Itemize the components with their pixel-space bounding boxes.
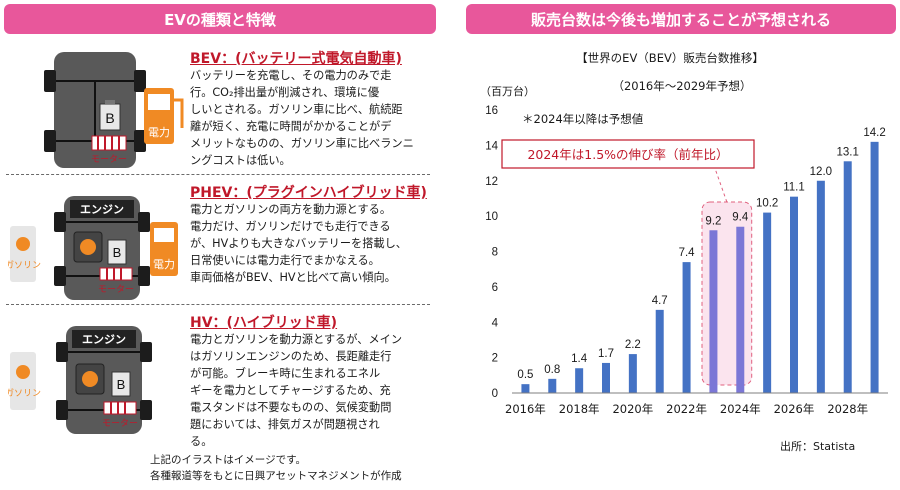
left-banner: EVの種類と特徴 [4,4,436,34]
battery-label: B [105,110,114,126]
y-tick-label: 6 [492,282,498,294]
bar-value-label: 1.7 [598,348,614,360]
bar [548,378,557,393]
bar-value-label: 11.1 [783,182,805,194]
y-axis-label: （百万台） [480,84,535,98]
engine-label-icon: エンジン [70,200,134,218]
y-tick-label: 14 [485,140,498,152]
engine-label: エンジン [80,203,124,216]
engine-label-icon: エンジン [72,330,136,348]
phev-illustration: ガソリン エンジン B モーター [8,196,178,300]
bar [790,196,798,393]
motor-label: モーター [91,154,127,165]
svg-text:エンジン: エンジン [82,333,126,346]
bev-car-icon [44,52,146,168]
bar [843,161,852,393]
bar [816,180,825,393]
forecast-note: ＊2024年以降は予想値 [522,112,644,126]
footnote-source: 各種報道等をもとに日興アセットマネジメントが作成 [150,470,402,482]
bar-value-label: 9.4 [732,212,749,224]
y-tick-label: 0 [492,388,498,400]
bar-value-label: 2.2 [625,339,641,351]
footnote-illustration: 上記のイラストはイメージです。 [150,454,307,466]
bar [870,141,879,393]
battery-icon: B [99,100,121,131]
gasoline-pump-icon: ガソリン [8,352,41,410]
x-tick-label: 2018年 [559,402,600,416]
x-tick-label: 2016年 [505,402,546,416]
svg-text:B: B [117,377,126,392]
svg-text:電力: 電力 [153,258,175,271]
svg-text:B: B [113,245,122,260]
svg-text:ガソリン: ガソリン [8,388,41,399]
bar-value-label: 7.4 [679,247,696,259]
gasoline-label: ガソリン [8,260,41,271]
y-tick-label: 4 [492,317,499,329]
bar-value-label: 12.0 [810,166,832,178]
gasoline-pump-icon: ガソリン [8,226,41,282]
x-tick-label: 2020年 [612,402,653,416]
motor-icon: モーター [98,267,134,295]
bar [655,309,664,393]
divider-2 [6,304,430,305]
annotation-box [501,139,755,169]
y-tick-label: 2 [492,353,498,365]
bar [521,384,530,393]
bar-value-label: 13.1 [837,146,859,158]
bar-value-label: 10.2 [756,198,778,210]
divider-1 [6,174,430,175]
hv-illustration: ガソリン エンジン B モーター [8,326,152,434]
chart-source: 出所：Statista [780,440,856,453]
motor-icon: モーター [91,135,127,165]
bar [682,262,691,393]
chart-title: 【世界のEV（BEV）販売台数推移】 [576,51,764,65]
ev-type-hv: ガソリン エンジン B モーター HV：(ハイブリッド [8,312,436,452]
bar-value-label: 0.5 [517,369,533,381]
bar-value-label: 1.4 [571,353,588,365]
hv-description: 電力とガソリンを動力源とするが、メイン はガソリンエンジンのため、長距離走行 が… [190,333,403,448]
charging-pump-icon: 電力 [150,222,178,276]
y-tick-label: 12 [485,176,498,188]
ev-sales-chart: 【世界のEV（BEV）販売台数推移】 （2016年～2029年予想） （百万台）… [480,51,888,416]
bar-value-label: 0.8 [544,364,560,376]
bev-description: バッテリーを充電し、その電力のみで走 行。CO₂排出量が削減され、環境に優 しい… [190,69,414,167]
phev-description: 電力とガソリンの両方を動力源とする。 電力だけ、ガソリンだけでも走行できる が、… [190,203,407,284]
ev-type-bev: B モーター 電力 BEV：(バッテリー式電気自動車) バッテリーを充電し、その… [8,48,436,173]
chart-subtitle: （2016年～2029年予想） [612,79,751,93]
battery-icon: B [107,239,127,265]
bar [628,354,637,393]
annotation-text: 2024年は1.5%の伸び率（前年比） [527,147,728,162]
svg-text:モーター: モーター [102,418,138,429]
x-tick-label: 2022年 [666,402,707,416]
battery-icon: B [111,371,131,397]
x-tick-label: 2026年 [774,402,815,416]
ev-type-phev: ガソリン エンジン B モーター [8,182,436,302]
electric-label: 電力 [148,126,170,139]
bar-value-label: 9.2 [705,215,721,227]
bar-value-label: 14.2 [863,127,885,139]
bar [602,362,610,393]
annotation-leader [714,167,728,203]
phev-title: PHEV：(プラグインハイブリッド車) [190,185,427,201]
motor-icon: モーター [102,401,138,429]
bar [736,226,745,393]
bar [763,212,772,393]
bar [575,368,584,393]
bar-value-label: 4.7 [652,295,668,307]
bev-illustration: B モーター 電力 [44,52,184,168]
bev-title: BEV：(バッテリー式電気自動車) [190,51,402,67]
x-tick-label: 2028年 [827,402,868,416]
bar [709,230,718,393]
x-tick-label: 2024年 [720,402,761,416]
y-tick-label: 16 [485,105,498,117]
y-tick-label: 8 [492,247,498,259]
hv-title: HV：(ハイブリッド車) [190,315,338,331]
svg-text:モーター: モーター [98,284,134,295]
right-banner: 販売台数は今後も増加することが予想される [466,4,896,34]
charging-pump-icon: 電力 [144,88,184,144]
y-tick-label: 10 [485,211,498,223]
